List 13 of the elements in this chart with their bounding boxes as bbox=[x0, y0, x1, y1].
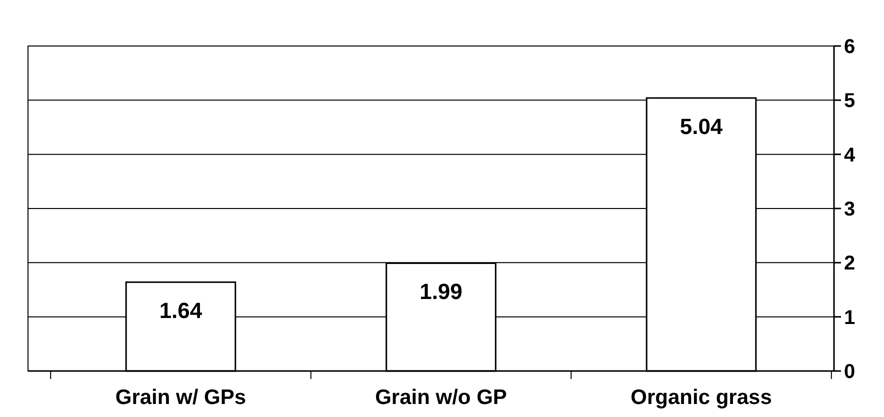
x-tick-label: Grain w/o GP bbox=[375, 386, 507, 409]
y-tick-label: 3 bbox=[844, 198, 856, 220]
data-label: 1.64 bbox=[159, 298, 203, 324]
y-tick-label: 2 bbox=[844, 252, 856, 275]
data-label: 1.99 bbox=[420, 279, 462, 304]
x-tick-label: Grain w/ GPs bbox=[115, 386, 246, 409]
y-tick-label: 0 bbox=[844, 361, 856, 383]
y-tick-label: 6 bbox=[844, 36, 856, 58]
y-tick-label: 5 bbox=[844, 90, 856, 112]
y-tick-label: 4 bbox=[844, 144, 856, 166]
data-label: 5.04 bbox=[680, 114, 724, 139]
x-tick-label: Organic grass bbox=[630, 386, 772, 409]
y-tick-label: 1 bbox=[844, 306, 856, 329]
